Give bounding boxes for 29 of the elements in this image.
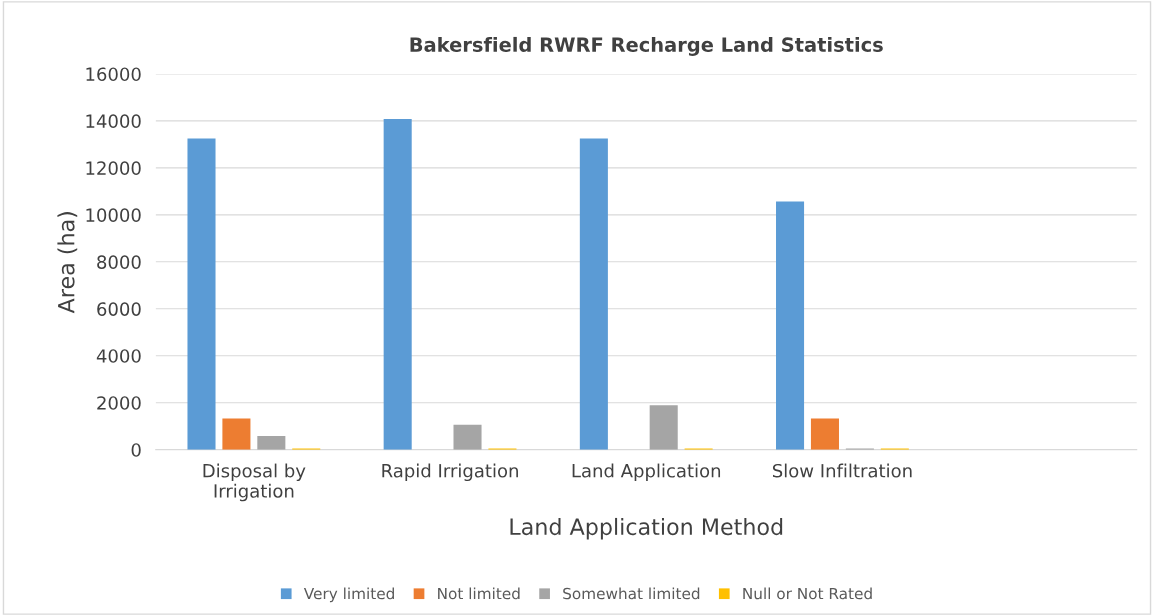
- y-tick-label: 8000: [97, 255, 141, 269]
- y-tick-label: 12000: [86, 161, 141, 175]
- bar: [187, 138, 216, 450]
- y-tick-label: 2000: [97, 396, 141, 410]
- bar: [257, 436, 286, 450]
- y-tick-label: 0: [131, 443, 141, 457]
- bar: [810, 418, 839, 450]
- x-tick-label: Slow Infiltration: [772, 463, 912, 478]
- legend-label: Somewhat limited: [563, 587, 700, 600]
- y-tick-label: 16000: [86, 67, 141, 82]
- y-tick-label: 10000: [86, 208, 141, 222]
- x-tick-label: Disposal by Irrigation: [203, 463, 306, 502]
- bar: [579, 138, 608, 450]
- bar: [776, 201, 805, 450]
- legend-label: Null or Not Rated: [743, 587, 872, 600]
- x-axis-title: Land Application Method: [510, 517, 783, 540]
- y-tick-label: 6000: [97, 302, 141, 316]
- bar: [649, 405, 678, 450]
- y-tick-label: 14000: [86, 114, 141, 129]
- y-tick-label: 4000: [96, 349, 141, 363]
- chart-title: Bakersfield RWRF Recharge Land Statistics: [410, 36, 883, 56]
- bar: [383, 119, 412, 450]
- bar: [222, 418, 251, 450]
- legend-label: Not limited: [438, 587, 520, 600]
- y-axis-title: Area (ha): [57, 212, 78, 314]
- bar: [453, 424, 482, 450]
- legend-label: Very limited: [303, 587, 394, 603]
- x-tick-label: Rapid Irrigation: [382, 463, 518, 482]
- x-tick-label: Land Application: [572, 463, 721, 482]
